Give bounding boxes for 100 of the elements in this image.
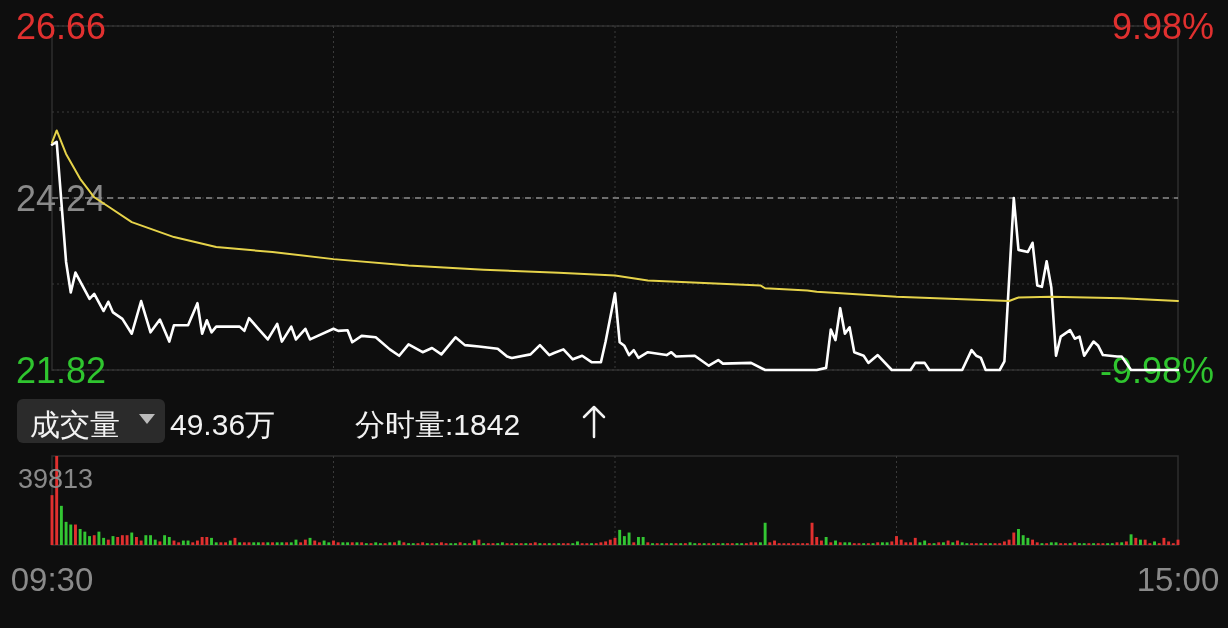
bar: [909, 542, 913, 545]
bar: [439, 542, 443, 545]
bar: [632, 542, 636, 545]
bar: [88, 536, 91, 545]
bar: [327, 542, 331, 545]
bar: [1002, 541, 1006, 545]
bar: [92, 535, 96, 545]
bar: [214, 542, 218, 545]
bar: [819, 540, 823, 545]
bar: [303, 539, 307, 545]
y2-tick-label: 9.98%: [1111, 5, 1214, 47]
bar: [256, 542, 260, 545]
bar: [242, 542, 246, 545]
bar: [1139, 539, 1142, 545]
bar: [252, 542, 256, 545]
bar: [125, 535, 129, 545]
bar: [360, 542, 364, 545]
bar: [923, 540, 927, 545]
bar: [576, 541, 579, 545]
bar: [421, 542, 425, 545]
bar: [618, 529, 622, 545]
bar: [397, 540, 401, 545]
x-tick-label: 15:00: [1136, 561, 1220, 598]
bar: [181, 540, 185, 545]
bar: [885, 542, 889, 545]
bar: [271, 542, 274, 545]
bar: [205, 536, 209, 545]
bar: [960, 542, 964, 545]
bar: [1167, 541, 1171, 545]
bar: [83, 531, 87, 545]
bar: [289, 542, 293, 545]
text: 成交量: [30, 408, 120, 441]
bar: [74, 524, 77, 545]
bar: [458, 542, 462, 545]
y-tick-label: 21.82: [16, 349, 107, 391]
bar: [167, 536, 171, 545]
bar: [261, 542, 265, 545]
bar: [500, 542, 504, 545]
bar: [186, 540, 190, 545]
bar: [285, 542, 289, 545]
bar: [941, 542, 945, 545]
bar: [688, 542, 692, 545]
bar: [627, 532, 631, 545]
bar: [158, 541, 162, 545]
bar: [1124, 541, 1128, 545]
bar: [336, 542, 340, 545]
bar: [608, 539, 612, 545]
bar: [843, 542, 847, 545]
bar: [1153, 541, 1156, 545]
bar: [899, 539, 903, 545]
bar: [153, 539, 157, 545]
bar: [641, 536, 645, 545]
bar: [228, 540, 232, 545]
bar: [1129, 534, 1133, 545]
bar: [102, 537, 106, 545]
bar: [275, 542, 279, 545]
bar: [313, 540, 317, 545]
bar: [191, 542, 195, 545]
bar: [402, 542, 406, 545]
bar: [317, 542, 321, 545]
bar: [1134, 537, 1138, 545]
bar: [1017, 528, 1020, 545]
bar: [1035, 542, 1039, 545]
bar: [106, 539, 110, 545]
bar: [163, 535, 167, 545]
bar: [130, 532, 134, 545]
bar: [477, 539, 481, 545]
bar: [838, 542, 842, 545]
bar: [758, 542, 762, 545]
bar: [116, 536, 120, 545]
bar: [219, 542, 223, 545]
bar: [763, 522, 767, 545]
bar: [59, 505, 63, 545]
bar: [195, 540, 199, 545]
bar: [224, 542, 228, 545]
bar: [393, 542, 396, 545]
bar: [200, 536, 204, 545]
bar: [599, 542, 603, 545]
bar: [1073, 542, 1077, 545]
bar: [341, 542, 345, 545]
bar: [144, 535, 148, 545]
bar: [876, 542, 880, 545]
bar: [810, 522, 814, 545]
y-tick-label: 26.66: [16, 5, 107, 47]
bar: [768, 542, 772, 545]
bar: [1162, 537, 1166, 545]
bar: [956, 540, 959, 545]
bar: [238, 542, 242, 545]
bar: [346, 542, 350, 545]
bar: [1143, 539, 1147, 545]
bar: [951, 542, 955, 545]
bar: [1021, 535, 1025, 545]
bar: [1049, 542, 1053, 545]
bar: [946, 540, 950, 545]
bar: [829, 542, 833, 545]
bar: [749, 542, 753, 545]
x-tick-label: 09:30: [10, 561, 94, 598]
bar: [904, 542, 908, 545]
bar: [78, 528, 82, 545]
bar: [895, 536, 898, 545]
